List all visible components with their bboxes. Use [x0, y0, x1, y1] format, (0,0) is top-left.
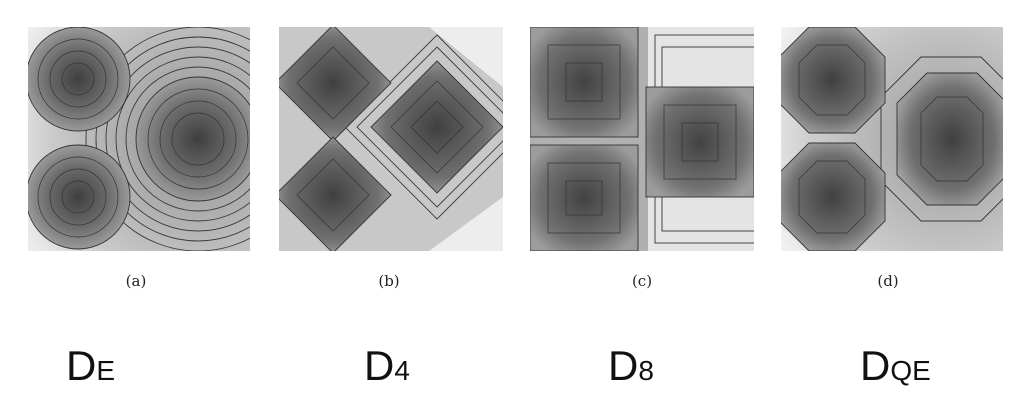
metric-subscript: 4	[394, 355, 410, 386]
distance-map-quasi-euclidean-image	[781, 27, 1003, 251]
distance-map-chessboard-image	[530, 27, 754, 251]
caption-a: (a)	[125, 272, 147, 290]
metric-label-city-block: D4	[364, 345, 410, 387]
metric-label-chessboard: D8	[608, 345, 654, 387]
distance-map-city-block	[279, 27, 503, 251]
metric-label-quasi-euclidean: DQE	[860, 345, 931, 387]
distance-map-euclidean-image	[28, 27, 250, 251]
metric-letter: D	[66, 342, 97, 389]
metric-subscript: 8	[638, 355, 654, 386]
metric-label-euclidean: DE	[66, 345, 115, 387]
distance-map-chessboard	[530, 27, 754, 251]
caption-b: (b)	[378, 272, 400, 290]
caption-c: (c)	[631, 272, 653, 290]
metric-letter: D	[364, 342, 395, 389]
metric-subscript: QE	[890, 355, 931, 386]
distance-map-city-block-image	[279, 27, 503, 251]
metric-letter: D	[860, 342, 891, 389]
distance-map-quasi-euclidean	[781, 27, 1003, 251]
metric-letter: D	[608, 342, 639, 389]
caption-d: (d)	[877, 272, 899, 290]
metric-subscript: E	[96, 355, 116, 386]
distance-map-euclidean	[28, 27, 250, 251]
